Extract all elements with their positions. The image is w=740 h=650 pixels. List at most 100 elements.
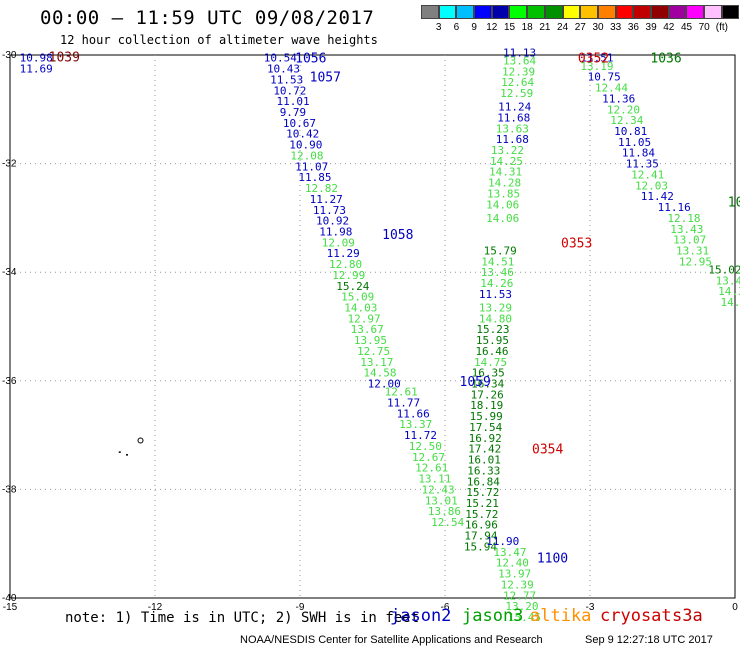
- lat-tick-label: -30: [2, 50, 17, 61]
- color-scale-label: 45: [680, 22, 693, 33]
- color-swatch: [686, 5, 704, 19]
- map-frame: [9, 54, 736, 599]
- swh-value: 11.98: [319, 225, 352, 238]
- pass-time-label: 1039: [49, 51, 80, 66]
- swh-value: 12.82: [305, 182, 338, 195]
- swh-value: 16.46: [475, 345, 508, 358]
- swh-value: 15.23: [476, 323, 509, 336]
- color-scale-label: 21: [539, 22, 551, 33]
- swh-value: 12.03: [635, 179, 668, 192]
- swh-value: 12.08: [290, 149, 323, 162]
- color-swatch: [527, 5, 545, 19]
- satellite-legend-jason3: jason3: [462, 606, 524, 626]
- island-marker: [118, 451, 121, 453]
- swh-value: 12.39: [501, 578, 534, 591]
- pass-time-label: 1036: [650, 52, 681, 67]
- color-swatch: [704, 5, 722, 19]
- lat-tick-label: -34: [2, 267, 17, 278]
- page-title: 00:00 – 11:59 UTC 09/08/2017: [40, 7, 375, 29]
- swh-value: 13.11: [418, 473, 451, 486]
- color-scale-label: 15: [503, 22, 516, 33]
- lon-tick-label: -6: [441, 602, 450, 613]
- swh-value: 16.96: [465, 519, 498, 532]
- lat-tick-label: -40: [2, 593, 17, 604]
- swh-value: 12.43: [422, 483, 455, 496]
- color-swatch: [474, 5, 492, 19]
- swh-value: 11.13: [503, 46, 536, 59]
- swh-value: 15.95: [476, 334, 509, 347]
- satellite-legend-cryosat: cryosat: [600, 606, 672, 626]
- swh-value: 13.37: [399, 418, 432, 431]
- swh-value: 10.54: [264, 52, 297, 65]
- swh-value: 13.97: [498, 568, 531, 581]
- color-scale-label: 42: [663, 22, 675, 33]
- swh-value: 16.84: [467, 475, 500, 488]
- swh-value: 10.75: [588, 71, 621, 84]
- color-swatch: [421, 5, 439, 19]
- swh-value: 11.69: [20, 63, 53, 76]
- color-swatch: [633, 5, 651, 19]
- color-scale-label: 33: [610, 22, 622, 33]
- lon-tick-label: -15: [3, 602, 18, 613]
- swh-value: 12.41: [631, 168, 664, 181]
- color-scale-label: 27: [574, 22, 586, 33]
- swh-value: 12.20: [607, 103, 640, 116]
- lon-tick-label: 0: [732, 602, 738, 613]
- swh-value: 13.46: [481, 266, 514, 279]
- satellite-legend-altika: altika: [530, 606, 592, 626]
- swh-value: 13.07: [673, 234, 706, 247]
- swh-value: 14.9: [721, 296, 740, 309]
- color-scale: [421, 5, 740, 19]
- swh-value: 16.33: [467, 464, 500, 477]
- color-swatch: [580, 5, 598, 19]
- swh-value: 15.02: [708, 263, 740, 276]
- color-swatch: [456, 5, 475, 19]
- swh-value: 13.95: [354, 334, 387, 347]
- swh-value: 11.73: [313, 204, 346, 217]
- color-scale-label: 18: [521, 22, 533, 33]
- swh-value: 15.94: [464, 540, 497, 553]
- note-text: note: 1) Time is in UTC; 2) SWH is in fe…: [65, 610, 420, 626]
- swh-value: 15.72: [465, 508, 498, 521]
- satellite-legend-jason2: jason2: [390, 606, 452, 626]
- color-scale-label: 36: [627, 22, 639, 33]
- swh-value: 11.77: [387, 397, 420, 410]
- color-swatch: [438, 5, 457, 19]
- color-swatch: [509, 5, 528, 19]
- swh-value: 11.68: [496, 133, 529, 146]
- swh-value: 11.05: [618, 136, 651, 149]
- swh-value: 13.67: [351, 323, 384, 336]
- color-swatch: [562, 5, 581, 19]
- pass-time-label: 0352: [578, 52, 609, 67]
- color-scale-label: 3: [435, 22, 442, 33]
- swh-value: 14.03: [344, 301, 377, 314]
- swh-value: 16.35: [472, 367, 505, 380]
- swh-value: 10.67: [283, 117, 316, 130]
- swh-value: 15.72: [466, 486, 499, 499]
- lon-tick-label: -12: [148, 602, 163, 613]
- swh-value: 9.79: [280, 106, 307, 119]
- swh-value: 11.01: [277, 95, 310, 108]
- swh-value: 10.98: [20, 52, 53, 65]
- swh-value: 10.43: [267, 63, 300, 76]
- swh-value: 13.86: [428, 505, 461, 518]
- swh-value: 15.79: [484, 244, 517, 257]
- swh-value: 13.64: [503, 54, 536, 67]
- swh-value: 12.40: [496, 557, 529, 570]
- footer-credit: NOAA/NESDIS Center for Satellite Applica…: [240, 634, 543, 646]
- swh-value: 11.53: [479, 288, 512, 301]
- swh-value: 15.09: [341, 291, 374, 304]
- swh-value: 13.19: [580, 60, 613, 73]
- swh-value: 12.50: [409, 440, 442, 453]
- swh-value: 14.31: [489, 166, 522, 179]
- color-scale-label: 30: [592, 22, 604, 33]
- swh-value: 13.17: [360, 356, 393, 369]
- swh-value: 12.59: [500, 87, 533, 100]
- swh-value: 17.54: [469, 421, 502, 434]
- color-swatch: [597, 5, 616, 19]
- pass-time-label: 0353: [561, 236, 592, 251]
- color-swatch: [491, 5, 510, 19]
- swh-value: 10.90: [289, 139, 322, 152]
- lat-tick-label: -32: [2, 159, 17, 170]
